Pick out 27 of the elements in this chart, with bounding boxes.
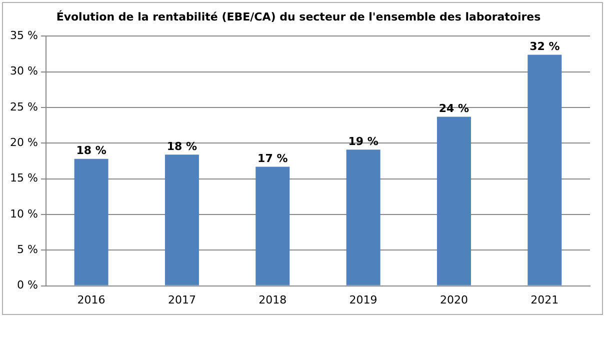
y-tick-label: 30 % bbox=[10, 64, 38, 78]
y-tick-label: 0 % bbox=[16, 278, 38, 292]
x-tick-label: 2020 bbox=[440, 293, 468, 306]
bar bbox=[436, 116, 471, 286]
bar bbox=[164, 154, 199, 286]
y-tick-label: 25 % bbox=[10, 100, 38, 114]
bar bbox=[346, 150, 380, 286]
bar bbox=[256, 166, 290, 286]
data-label: 19 % bbox=[348, 134, 378, 148]
chart-title: Évolution de la rentabilité (EBE/CA) du secteur de l'ensemble des laboratoires bbox=[56, 9, 542, 24]
data-label: 18 % bbox=[166, 140, 198, 153]
data-label: 18 % bbox=[76, 144, 106, 158]
y-tick-label: 5 % bbox=[16, 243, 38, 256]
bar bbox=[74, 158, 108, 286]
y-tick-label: 35 % bbox=[10, 29, 38, 42]
y-tick-label: 10 % bbox=[10, 207, 38, 220]
x-tick-label: 2021 bbox=[530, 293, 559, 306]
y-tick-label: 20 % bbox=[10, 136, 38, 150]
data-label: 24 % bbox=[438, 102, 470, 116]
data-label: 32 % bbox=[530, 40, 560, 54]
y-tick-label: 15 % bbox=[10, 172, 38, 185]
x-tick-label: 2016 bbox=[77, 293, 106, 306]
x-tick-label: 2019 bbox=[349, 293, 378, 306]
bar bbox=[528, 54, 562, 286]
x-tick-label: 2018 bbox=[258, 293, 287, 306]
x-tick-label: 2017 bbox=[168, 293, 196, 306]
data-label: 17 % bbox=[258, 152, 288, 166]
